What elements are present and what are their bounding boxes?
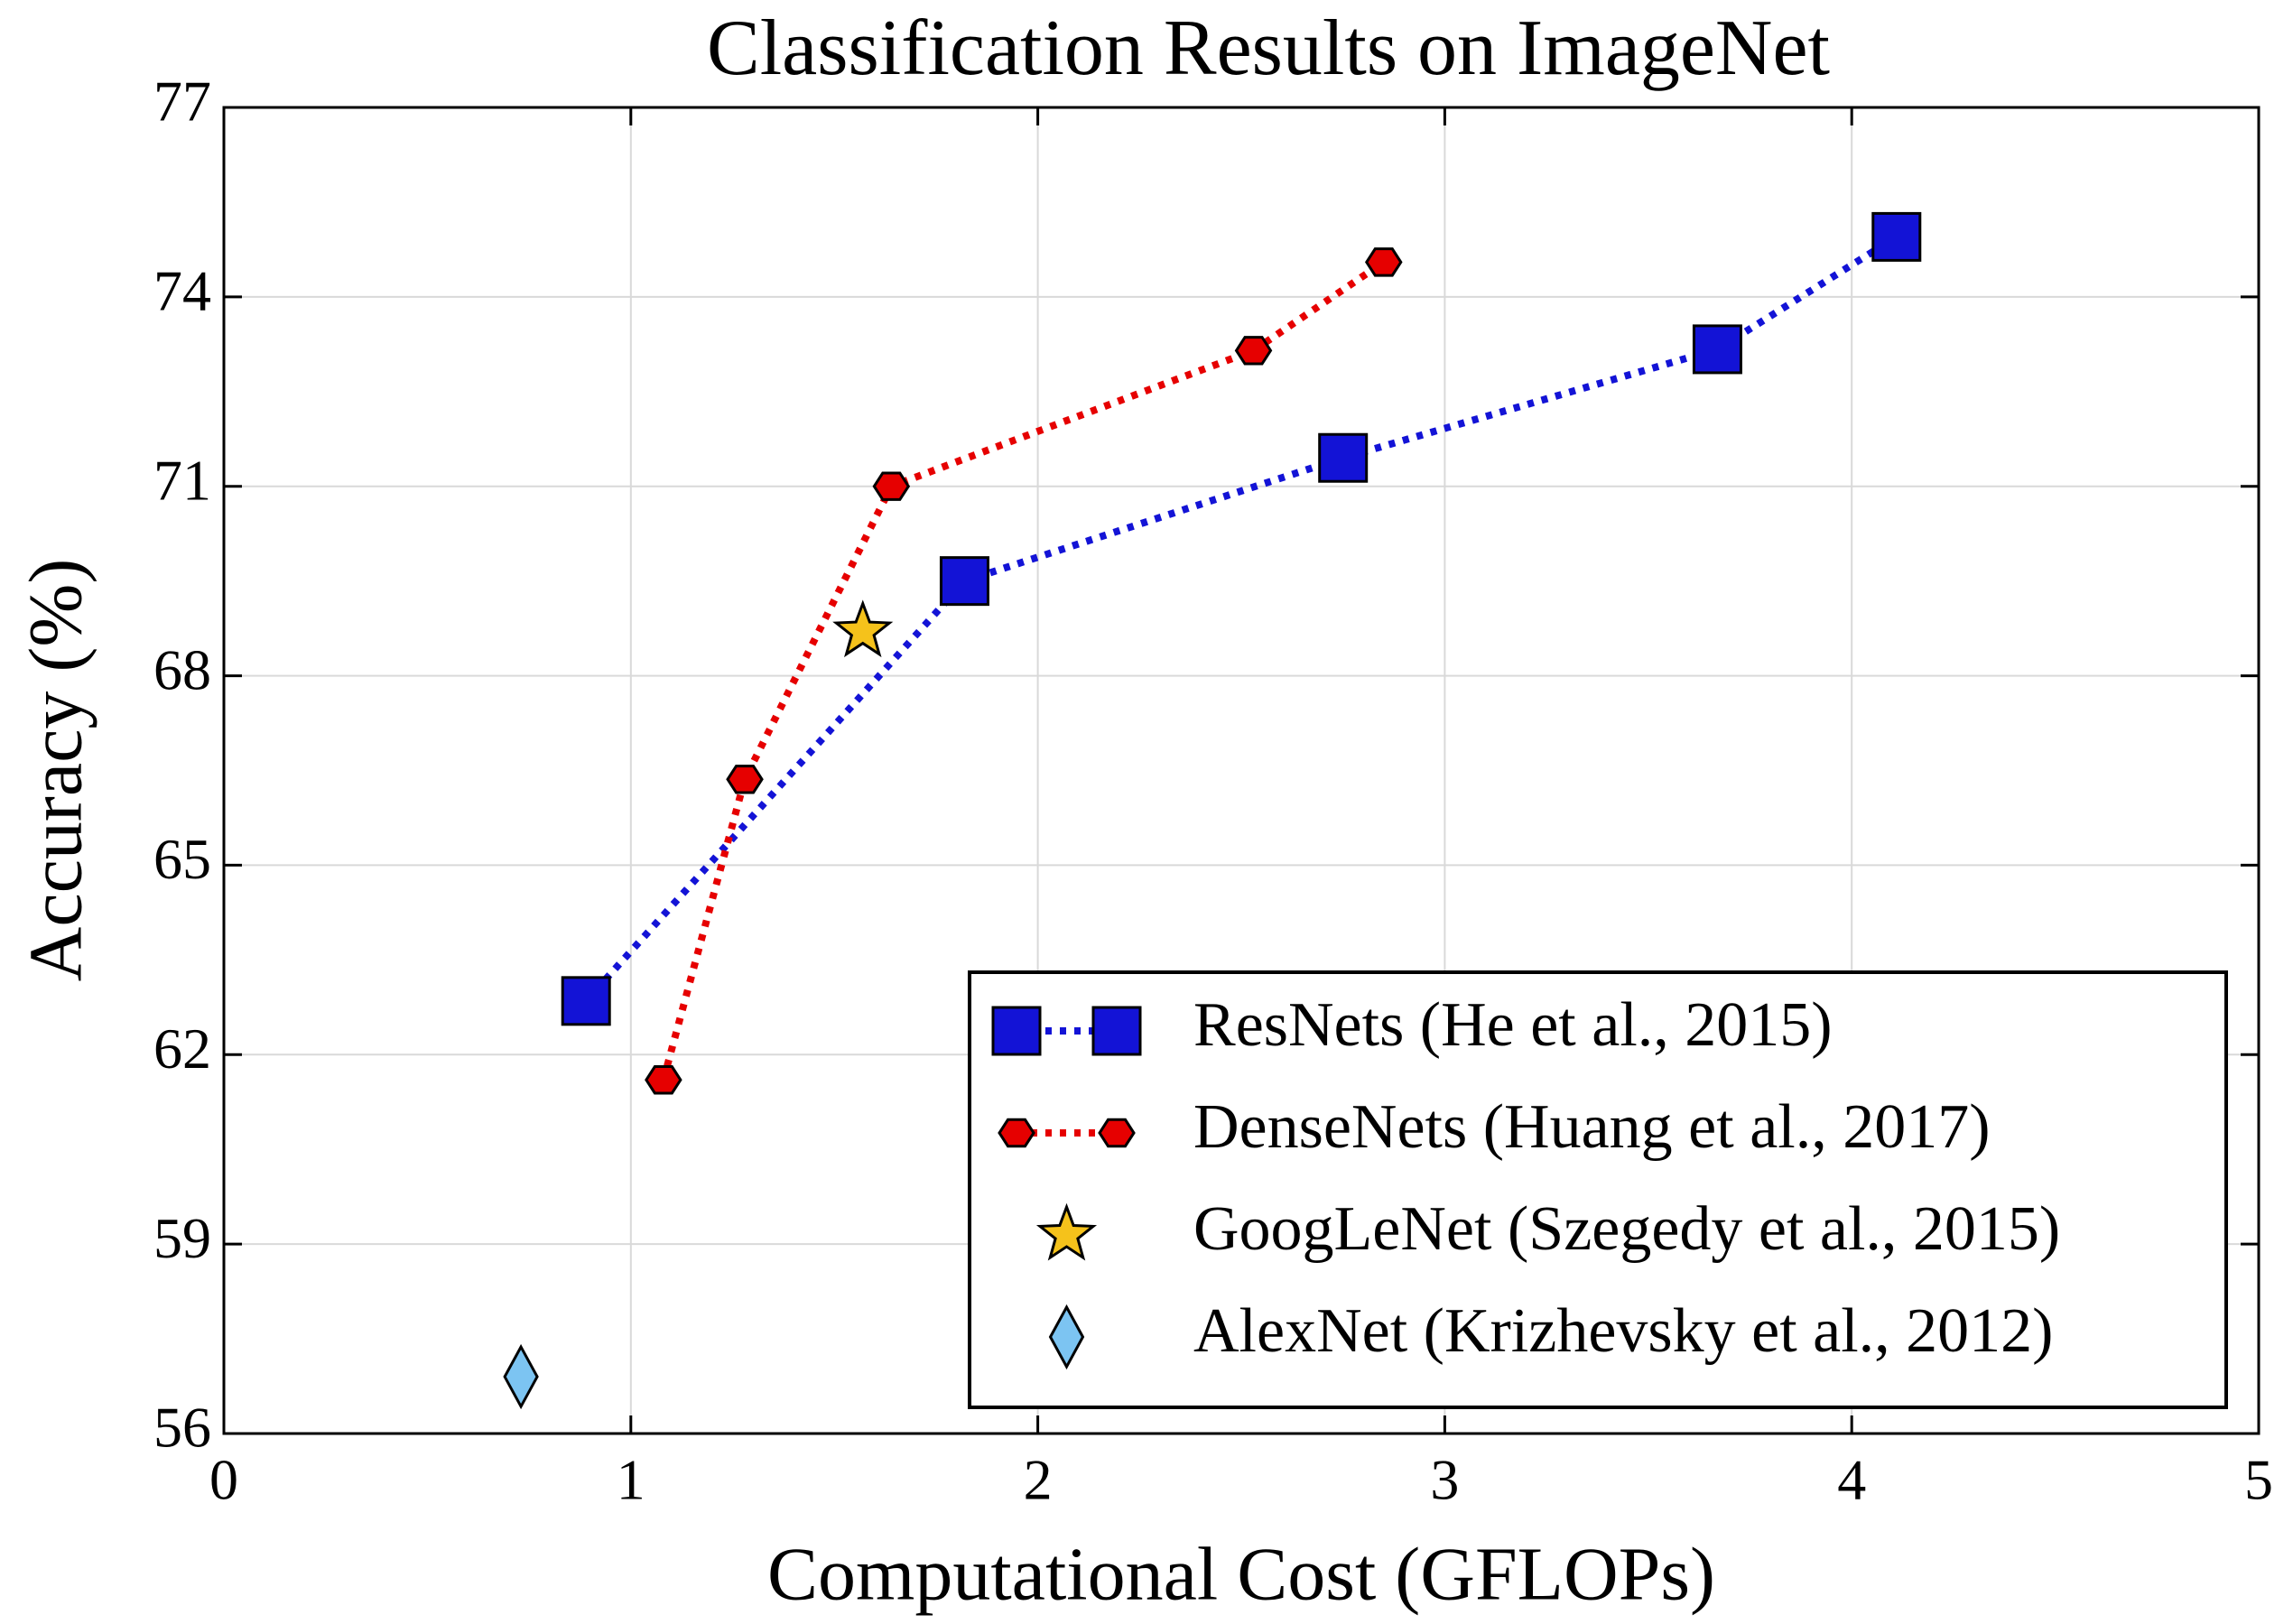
x-tick-label: 1 <box>617 1448 645 1512</box>
y-tick-label: 77 <box>153 70 211 134</box>
marker-hexagon <box>872 471 911 501</box>
legend-marker <box>1048 1304 1085 1370</box>
marker-hexagon <box>645 1065 682 1095</box>
marker-star <box>832 599 894 658</box>
x-axis-label: Computational Cost (GFLOPs) <box>767 1532 1715 1616</box>
y-tick-label: 74 <box>153 259 211 323</box>
y-tick-label: 62 <box>153 1016 211 1081</box>
legend-label: AlexNet (Krizhevsky et al., 2012) <box>1193 1296 2054 1366</box>
chart-title: Classification Results on ImageNet <box>707 5 1830 92</box>
legend-marker <box>991 1006 1042 1056</box>
y-tick-label: 65 <box>153 827 211 891</box>
y-tick-label: 59 <box>153 1206 211 1270</box>
marker-hexagon <box>1234 336 1273 366</box>
series-line <box>583 234 1898 1004</box>
marker-hexagon <box>1364 247 1403 277</box>
legend-label: DenseNets (Huang et al., 2017) <box>1193 1092 1991 1162</box>
legend-marker <box>1098 1118 1136 1148</box>
plot-frame <box>222 106 2261 1435</box>
marker-diamond <box>503 1343 539 1410</box>
marker-square <box>1871 211 1922 262</box>
legend-label: GoogLeNet (Szegedy et al., 2015) <box>1193 1194 2060 1264</box>
legend-label: ResNets (He et al., 2015) <box>1193 990 1833 1060</box>
marker-square <box>1692 324 1742 375</box>
y-axis-label: Accuracy (%) <box>14 559 97 982</box>
marker-square <box>1318 432 1369 483</box>
legend-marker <box>998 1118 1035 1148</box>
series-line <box>660 259 1387 1081</box>
x-tick-label: 4 <box>1837 1448 1866 1512</box>
legend-box <box>968 970 2228 1409</box>
y-tick-label: 68 <box>153 637 211 701</box>
x-tick-label: 3 <box>1430 1448 1459 1512</box>
marker-square <box>561 976 611 1026</box>
x-tick-label: 5 <box>2244 1448 2273 1512</box>
marker-square <box>939 556 989 607</box>
y-tick-label: 56 <box>153 1396 211 1460</box>
marker-hexagon <box>726 765 764 794</box>
y-tick-label: 71 <box>153 448 211 512</box>
legend-marker <box>1091 1006 1142 1056</box>
x-tick-label: 0 <box>209 1448 238 1512</box>
legend-marker <box>1035 1202 1098 1261</box>
x-tick-label: 2 <box>1024 1448 1053 1512</box>
